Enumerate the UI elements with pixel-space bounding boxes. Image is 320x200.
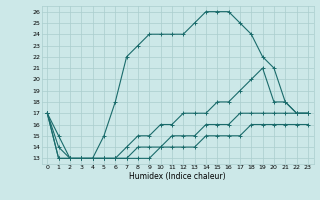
X-axis label: Humidex (Indice chaleur): Humidex (Indice chaleur) [129,172,226,181]
